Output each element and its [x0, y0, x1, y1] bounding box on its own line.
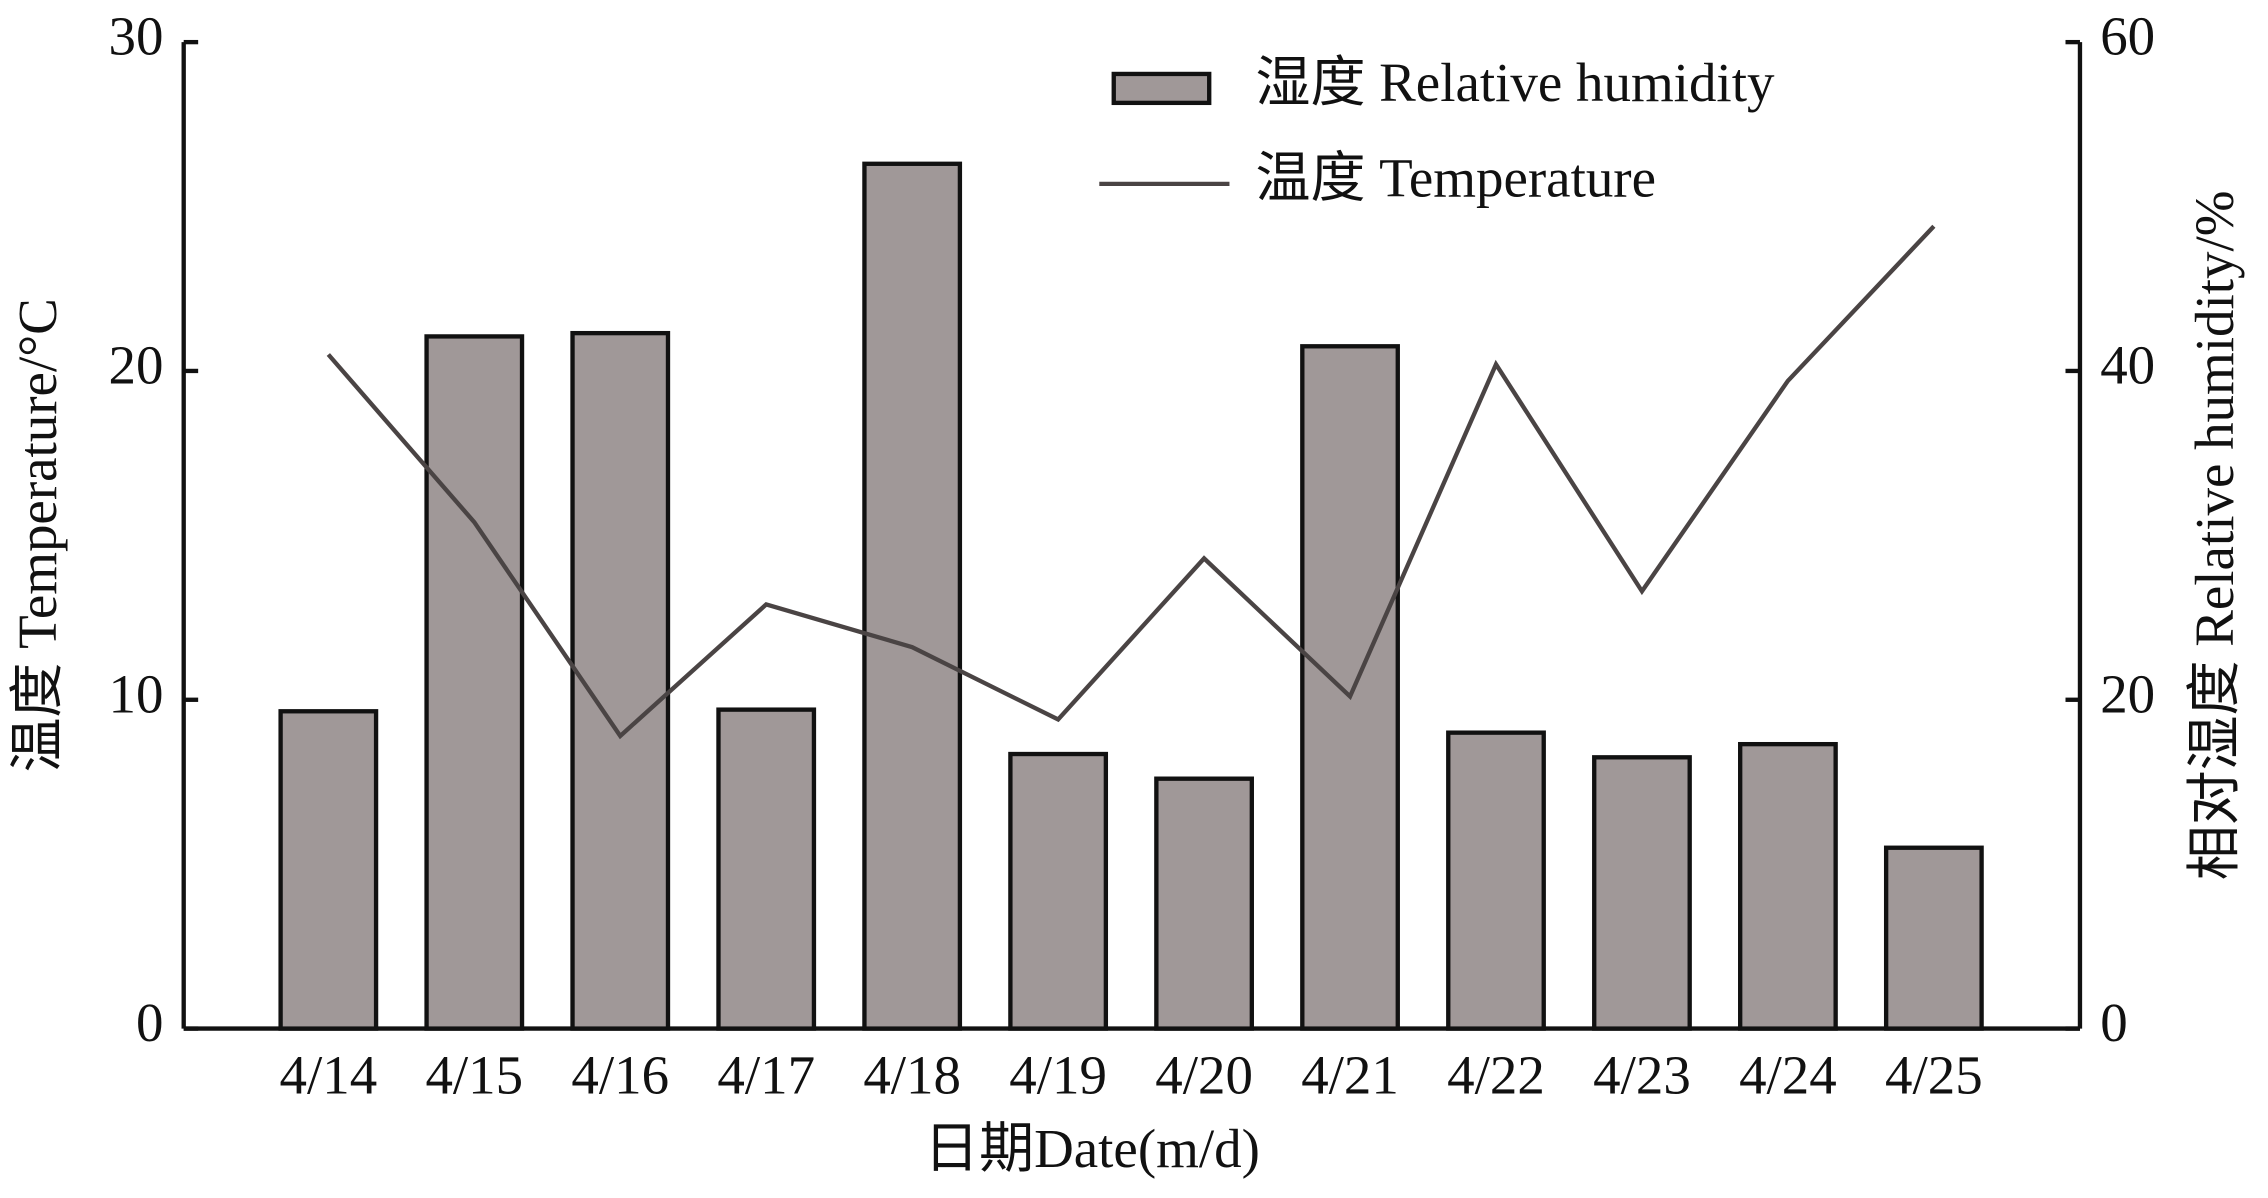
legend-label: 温度 Temperature	[1256, 147, 1657, 208]
bar	[424, 334, 525, 1031]
bar	[1883, 845, 1984, 1031]
y2-axis-label: 相对湿度 Relative humidity/%	[2184, 190, 2245, 880]
bar	[716, 707, 817, 1031]
bar	[1008, 751, 1109, 1031]
x-tick-label: 4/14	[279, 1044, 377, 1105]
x-tick-label: 4/22	[1447, 1044, 1545, 1105]
bar	[278, 709, 379, 1031]
x-tick-label: 4/17	[717, 1044, 815, 1105]
x-tick-label: 4/19	[1009, 1044, 1107, 1105]
x-tick-label: 4/21	[1301, 1044, 1399, 1105]
x-tick-label: 4/16	[571, 1044, 669, 1105]
y-axis-label: 温度 Temperature/°C	[7, 298, 68, 772]
x-tick-label: 4/25	[1885, 1044, 1983, 1105]
line	[326, 224, 1936, 740]
bar	[1154, 776, 1254, 1031]
bar	[1592, 755, 1692, 1031]
bar	[1446, 730, 1546, 1031]
y-tick-label: 0	[136, 992, 163, 1053]
x-tick-label: 4/18	[863, 1044, 961, 1105]
legend-swatch	[1111, 71, 1212, 106]
bar	[1738, 741, 1838, 1031]
y2-tick-label: 60	[2100, 6, 2155, 67]
x-tick-label: 4/20	[1155, 1044, 1253, 1105]
bar	[862, 161, 963, 1031]
y-tick-label: 30	[108, 6, 163, 67]
y2-tick-label: 40	[2100, 335, 2155, 396]
x-tick-label: 4/24	[1739, 1044, 1837, 1105]
y2-tick-label: 0	[2100, 992, 2127, 1053]
bar	[1300, 344, 1400, 1031]
x-axis-label: 日期Date(m/d)	[924, 1118, 1260, 1179]
x-tick-label: 4/23	[1593, 1044, 1691, 1105]
bar	[570, 330, 671, 1031]
y2-tick-label: 20	[2100, 663, 2155, 724]
y-tick-label: 10	[108, 663, 163, 724]
y-tick-label: 20	[108, 335, 163, 396]
x-tick-label: 4/15	[425, 1044, 523, 1105]
legend-label: 湿度 Relative humidity	[1256, 52, 1775, 113]
